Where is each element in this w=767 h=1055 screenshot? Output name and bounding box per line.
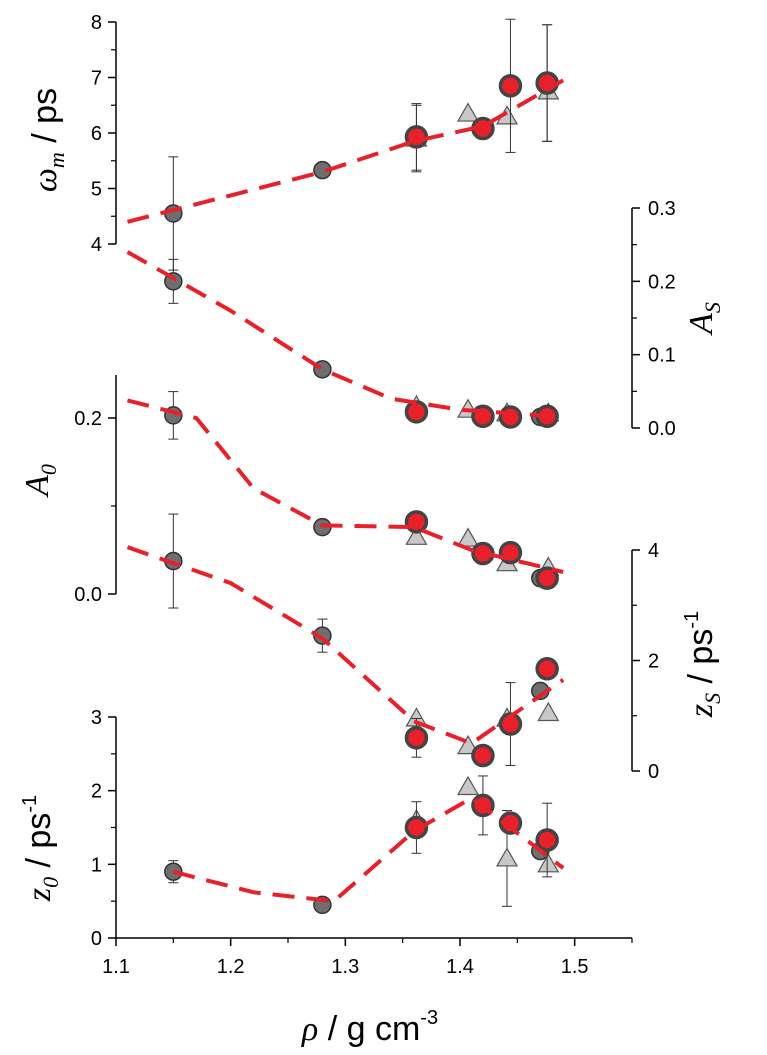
zs-unit: / ps xyxy=(682,629,720,693)
y-tick-label: 0 xyxy=(648,761,659,783)
zs-symbol: z xyxy=(683,704,720,718)
red-circle-point xyxy=(535,828,559,852)
as-symbol: A xyxy=(683,313,720,336)
fit-line-z_0 xyxy=(172,795,565,904)
y-tick-label: 4 xyxy=(648,540,659,562)
light-triangle-point xyxy=(495,847,519,867)
red-circle-point xyxy=(535,657,559,681)
z0-subscript: 0 xyxy=(38,877,63,888)
y-label-a-s: AS xyxy=(683,302,725,336)
red-circle-point xyxy=(498,811,523,835)
light-triangle-point xyxy=(456,102,480,122)
light-triangle-point xyxy=(456,775,480,796)
x-tick-label: 1.3 xyxy=(331,956,359,978)
a0-symbol: A xyxy=(19,475,56,498)
y-label-omega-m: ωm / ps xyxy=(26,88,69,192)
y-tick-label: 1 xyxy=(91,854,102,876)
y-tick-label: 0.2 xyxy=(74,408,102,430)
y-label-a-0: A0 xyxy=(19,464,61,498)
y-tick-label: 2 xyxy=(91,781,102,803)
y-tick-label: 0.3 xyxy=(648,198,676,220)
fit-line-A_S xyxy=(126,250,564,419)
y-tick-label: 8 xyxy=(91,12,102,34)
panel-axes: 4 5 6 7 8 0.0 0.1 0.2 0.3 0.0 0.2 0 2 4 0 1 2 3 xyxy=(74,12,676,950)
chart-marks xyxy=(126,18,565,915)
x-axis-exponent: -3 xyxy=(420,1007,438,1029)
y-label-z-0: z0 / ps-1 xyxy=(19,795,63,902)
x-axis-symbol: ρ xyxy=(301,1011,318,1048)
zs-subscript: S xyxy=(700,693,725,704)
x-tick-label: 1.4 xyxy=(446,956,474,978)
y-tick-label: 2 xyxy=(648,651,659,673)
y-tick-label: 0.0 xyxy=(74,584,102,606)
x-axis-unit: / g cm xyxy=(318,1010,420,1048)
light-triangle-point xyxy=(405,525,428,545)
z0-unit: / ps xyxy=(20,813,58,877)
red-circle-point xyxy=(404,815,429,840)
red-circle-point xyxy=(404,400,429,424)
a0-subscript: 0 xyxy=(36,464,61,475)
omega-unit: / ps xyxy=(26,88,64,152)
zs-exponent: -1 xyxy=(681,611,703,629)
y-tick-label: 6 xyxy=(91,123,102,145)
x-axis-ticks: 1.1 1.2 1.3 1.4 1.5 xyxy=(102,938,633,978)
y-tick-label: 0.1 xyxy=(648,345,676,367)
light-triangle-point xyxy=(537,853,560,873)
light-triangle-point xyxy=(537,701,560,722)
y-tick-label: 0.2 xyxy=(648,271,676,293)
omega-symbol: ω xyxy=(27,168,64,192)
red-circle-point xyxy=(535,566,559,590)
y-tick-label: 5 xyxy=(91,179,102,201)
y-tick-label: 4 xyxy=(91,234,102,256)
y-tick-label: 0.0 xyxy=(648,418,676,440)
fit-line-z_S xyxy=(126,545,565,746)
omega-subscript: m xyxy=(44,152,69,168)
fit-line-omega_m xyxy=(127,78,565,224)
y-tick-label: 3 xyxy=(91,707,102,729)
z0-symbol: z xyxy=(21,888,58,902)
red-circle-point xyxy=(404,510,429,534)
fit-line-A_0 xyxy=(127,398,564,574)
x-tick-label: 1.1 xyxy=(102,956,130,978)
red-circle-point xyxy=(498,405,523,429)
red-circle-point xyxy=(471,743,495,768)
y-label-z-s: zS / ps-1 xyxy=(681,611,725,718)
light-triangle-point xyxy=(456,527,480,547)
red-circle-point xyxy=(498,74,523,98)
x-tick-label: 1.5 xyxy=(561,956,589,978)
z0-exponent: -1 xyxy=(19,795,41,813)
x-axis-label: ρ / g cm-3 xyxy=(301,1007,438,1048)
y-tick-label: 7 xyxy=(91,68,102,90)
x-tick-label: 1.2 xyxy=(217,956,245,978)
as-subscript: S xyxy=(700,302,725,313)
y-tick-label: 0 xyxy=(91,928,102,950)
red-circle-point xyxy=(404,726,429,750)
